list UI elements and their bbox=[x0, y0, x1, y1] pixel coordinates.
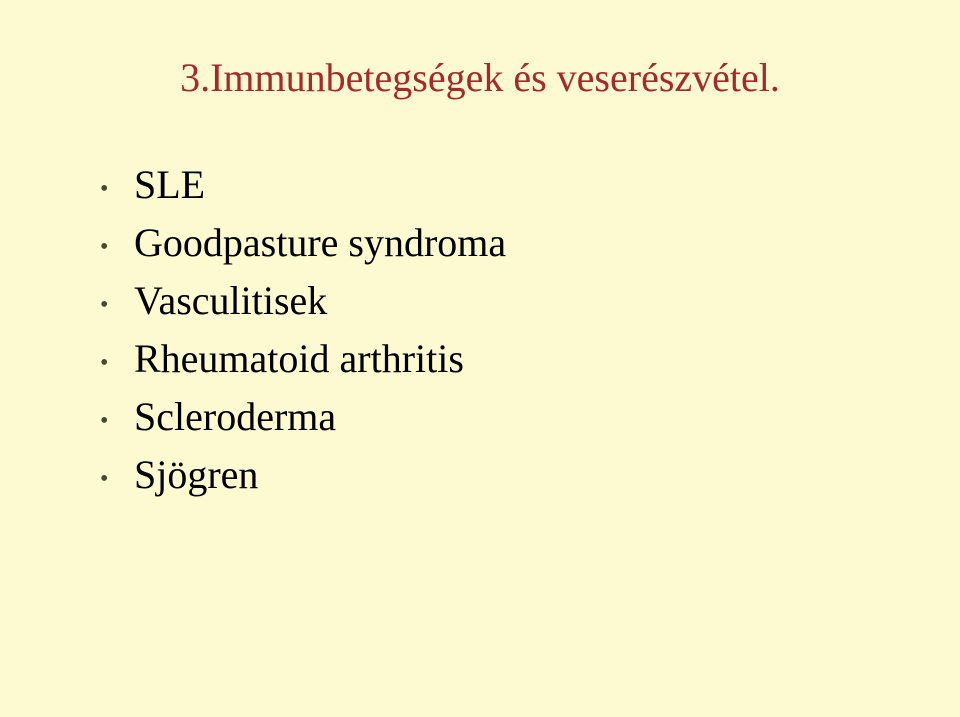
slide-title: 3.Immunbetegségek és veserészvétel. bbox=[0, 54, 960, 101]
list-item: • Goodpasture syndroma bbox=[100, 218, 860, 268]
list-item-label: Rheumatoid arthritis bbox=[134, 334, 464, 384]
bullet-icon: • bbox=[100, 467, 134, 491]
list-item: • Rheumatoid arthritis bbox=[100, 334, 860, 384]
bullet-icon: • bbox=[100, 177, 134, 201]
bullet-icon: • bbox=[100, 293, 134, 317]
list-item-label: Goodpasture syndroma bbox=[134, 218, 506, 268]
bullet-icon: • bbox=[100, 351, 134, 375]
list-item-label: Scleroderma bbox=[134, 392, 336, 442]
list-item: • Sjögren bbox=[100, 450, 860, 500]
bullet-icon: • bbox=[100, 235, 134, 259]
list-item-label: Vasculitisek bbox=[134, 276, 327, 326]
list-item: • Scleroderma bbox=[100, 392, 860, 442]
slide: 3.Immunbetegségek és veserészvétel. • SL… bbox=[0, 0, 960, 717]
bullet-list: • SLE • Goodpasture syndroma • Vasculiti… bbox=[100, 160, 860, 508]
list-item: • SLE bbox=[100, 160, 860, 210]
list-item-label: Sjögren bbox=[134, 450, 258, 500]
bullet-icon: • bbox=[100, 409, 134, 433]
list-item-label: SLE bbox=[134, 160, 205, 210]
list-item: • Vasculitisek bbox=[100, 276, 860, 326]
